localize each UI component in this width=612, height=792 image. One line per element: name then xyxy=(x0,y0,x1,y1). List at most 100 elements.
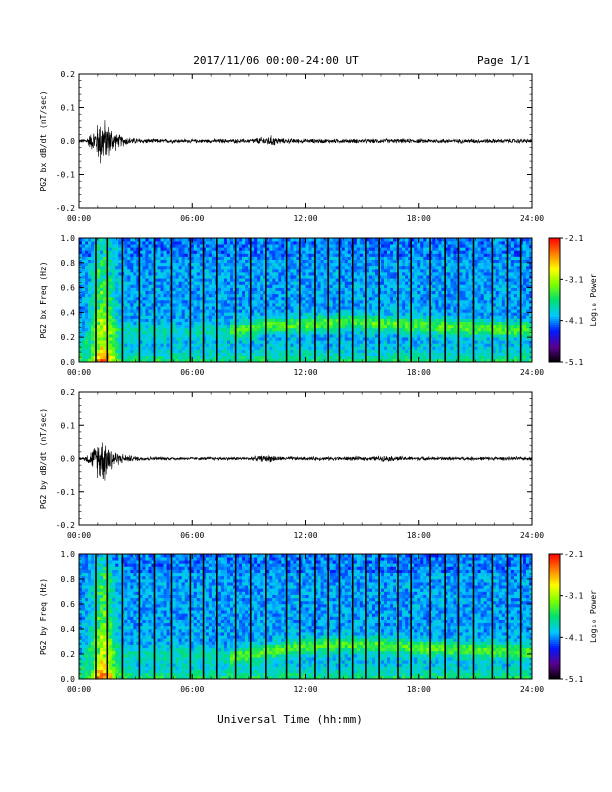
heatmap-cell xyxy=(338,259,343,264)
heatmap-cell xyxy=(314,241,318,245)
heatmap-cell xyxy=(139,337,143,341)
heatmap-cell xyxy=(166,337,170,341)
heatmap-cell xyxy=(233,324,237,329)
heatmap-cell xyxy=(211,265,216,270)
heatmap-cell xyxy=(181,253,185,257)
heatmap-cell xyxy=(356,262,361,267)
heatmap-cell xyxy=(332,287,336,291)
heatmap-cell xyxy=(411,241,415,245)
heatmap-cell xyxy=(266,265,270,270)
heatmap-cell xyxy=(323,321,327,326)
heatmap-cell xyxy=(230,337,234,341)
heatmap-cell xyxy=(136,309,140,313)
heatmap-cell xyxy=(82,247,86,251)
heatmap-cell xyxy=(115,352,119,357)
heatmap-cell xyxy=(408,250,412,254)
heatmap-cell xyxy=(127,334,131,338)
heatmap-cell xyxy=(187,272,192,276)
heatmap-cell xyxy=(245,358,249,363)
heatmap-cell xyxy=(112,259,116,264)
heatmap-cell xyxy=(88,327,92,332)
heatmap-cell xyxy=(269,253,273,257)
heatmap-cell xyxy=(435,247,439,251)
x-tick-label: 12:00 xyxy=(293,214,317,223)
heatmap-cell xyxy=(293,244,297,248)
heatmap-cell xyxy=(97,334,101,338)
heatmap-cell xyxy=(196,309,201,313)
heatmap-cell xyxy=(205,256,210,260)
heatmap-cell xyxy=(359,278,364,282)
heatmap-cell xyxy=(223,321,228,326)
heatmap-cell xyxy=(269,296,273,301)
heatmap-cell xyxy=(290,312,294,316)
heatmap-cell xyxy=(196,318,201,322)
heatmap-cell xyxy=(269,324,273,329)
heatmap-cell xyxy=(154,290,158,295)
heatmap-cell xyxy=(368,281,373,285)
heatmap-cell xyxy=(202,238,207,242)
heatmap-cell xyxy=(341,303,346,307)
heatmap-cell xyxy=(208,293,213,298)
heatmap-cell xyxy=(112,312,116,316)
heatmap-cell xyxy=(387,272,391,276)
heatmap-cell xyxy=(190,331,195,335)
heatmap-cell xyxy=(332,355,336,360)
heatmap-cell xyxy=(368,296,373,301)
heatmap-cell xyxy=(359,327,364,332)
heatmap-cell xyxy=(145,337,149,341)
heatmap-cell xyxy=(362,244,367,248)
heatmap-cell xyxy=(91,262,95,267)
heatmap-cell xyxy=(314,296,318,301)
heatmap-cell xyxy=(399,278,403,282)
heatmap-cell xyxy=(154,327,158,332)
heatmap-cell xyxy=(233,337,237,341)
heatmap-cell xyxy=(332,337,336,341)
heatmap-cell xyxy=(242,306,246,310)
heatmap-cell xyxy=(163,331,167,335)
heatmap-cell xyxy=(127,256,131,260)
heatmap-cell xyxy=(420,331,424,335)
heatmap-cell xyxy=(314,349,318,353)
heatmap-cell xyxy=(323,244,327,248)
heatmap-cell xyxy=(118,287,122,291)
heatmap-cell xyxy=(245,290,249,295)
heatmap-cell xyxy=(329,253,333,257)
heatmap-cell xyxy=(233,300,237,304)
heatmap-cell xyxy=(226,334,231,338)
heatmap-cell xyxy=(332,315,336,319)
heatmap-cell xyxy=(329,247,333,251)
heatmap-cell xyxy=(154,269,158,273)
heatmap-cell xyxy=(441,262,445,267)
heatmap-cell xyxy=(441,358,445,363)
heatmap-cell xyxy=(100,318,104,322)
heatmap-cell xyxy=(257,309,261,313)
heatmap-cell xyxy=(441,346,445,350)
heatmap-cell xyxy=(293,241,297,245)
heatmap-cell xyxy=(305,253,309,257)
heatmap-cell xyxy=(136,278,140,282)
heatmap-cell xyxy=(154,284,158,288)
heatmap-cell xyxy=(199,349,204,353)
heatmap-cell xyxy=(323,290,327,295)
heatmap-cell xyxy=(88,355,92,360)
heatmap-cell xyxy=(160,287,164,291)
heatmap-cell xyxy=(187,337,192,341)
heatmap-cell xyxy=(79,250,83,254)
heatmap-cell xyxy=(260,331,264,335)
heatmap-cell xyxy=(278,327,282,332)
heatmap-cell xyxy=(387,281,391,285)
heatmap-cell xyxy=(314,358,318,363)
heatmap-cell xyxy=(441,318,445,322)
heatmap-cell xyxy=(184,343,189,347)
heatmap-cell xyxy=(133,244,137,248)
heatmap-cell xyxy=(136,331,140,335)
heatmap-cell xyxy=(142,284,146,288)
heatmap-cell xyxy=(187,238,192,242)
heatmap-cell xyxy=(420,238,424,242)
heatmap-cell xyxy=(82,244,86,248)
heatmap-cell xyxy=(423,253,427,257)
heatmap-cell xyxy=(381,275,385,279)
heatmap-cell xyxy=(127,303,131,307)
heatmap-cell xyxy=(245,259,249,264)
heatmap-cell xyxy=(387,331,391,335)
